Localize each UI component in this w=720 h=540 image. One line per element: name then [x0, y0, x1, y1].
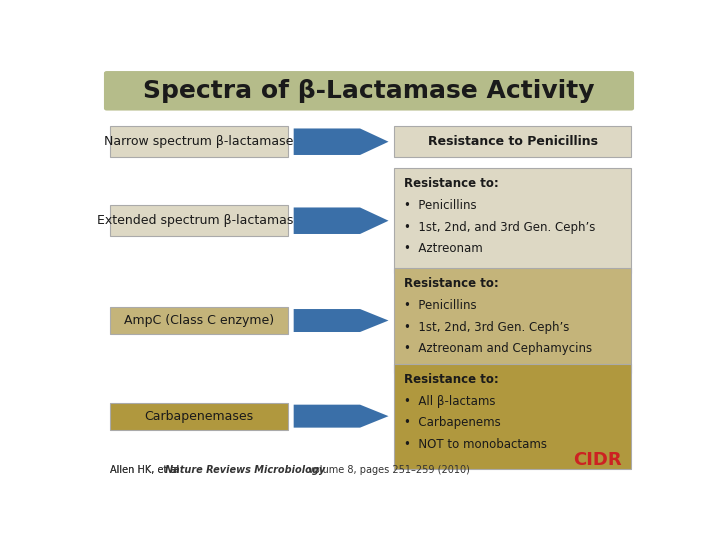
FancyBboxPatch shape: [394, 364, 631, 469]
Text: Resistance to:: Resistance to:: [404, 178, 499, 191]
Text: •  NOT to monobactams: • NOT to monobactams: [404, 438, 547, 451]
Text: •  Carbapenems: • Carbapenems: [404, 416, 501, 429]
FancyBboxPatch shape: [394, 268, 631, 373]
Text: •  Penicillins: • Penicillins: [404, 299, 477, 312]
FancyBboxPatch shape: [109, 307, 288, 334]
Text: Extended spectrum β-lactamase: Extended spectrum β-lactamase: [96, 214, 301, 227]
Text: Resistance to:: Resistance to:: [404, 373, 499, 386]
Text: Carbapenemases: Carbapenemases: [144, 410, 253, 423]
Polygon shape: [294, 129, 389, 155]
FancyBboxPatch shape: [104, 71, 634, 111]
Text: Allen HK, et al: Allen HK, et al: [109, 465, 182, 475]
Text: Resistance to:: Resistance to:: [404, 277, 499, 291]
Text: •  All β-lactams: • All β-lactams: [404, 395, 495, 408]
Text: Allen HK, et al: Allen HK, et al: [109, 465, 182, 475]
Text: Spectra of β-Lactamase Activity: Spectra of β-Lactamase Activity: [143, 79, 595, 103]
Text: Nature Reviews Microbiology: Nature Reviews Microbiology: [166, 465, 325, 475]
Text: Resistance to Penicillins: Resistance to Penicillins: [428, 135, 598, 148]
FancyBboxPatch shape: [394, 126, 631, 157]
FancyBboxPatch shape: [394, 168, 631, 273]
Text: •  1st, 2nd, and 3rd Gen. Ceph’s: • 1st, 2nd, and 3rd Gen. Ceph’s: [404, 221, 595, 234]
Polygon shape: [294, 207, 389, 234]
Text: •  Penicillins: • Penicillins: [404, 199, 477, 212]
Text: CIDR: CIDR: [573, 451, 622, 469]
Polygon shape: [294, 404, 389, 428]
FancyBboxPatch shape: [109, 126, 288, 157]
FancyBboxPatch shape: [109, 403, 288, 430]
Text: volume 8, pages 251–259 (2010): volume 8, pages 251–259 (2010): [305, 465, 469, 475]
Text: •  1st, 2nd, 3rd Gen. Ceph’s: • 1st, 2nd, 3rd Gen. Ceph’s: [404, 321, 570, 334]
Text: •  Aztreonam and Cephamycins: • Aztreonam and Cephamycins: [404, 342, 593, 355]
Text: Narrow spectrum β-lactamase: Narrow spectrum β-lactamase: [104, 135, 294, 148]
Text: AmpC (Class C enzyme): AmpC (Class C enzyme): [124, 314, 274, 327]
Polygon shape: [294, 309, 389, 332]
FancyBboxPatch shape: [109, 205, 288, 237]
Text: •  Aztreonam: • Aztreonam: [404, 242, 483, 255]
